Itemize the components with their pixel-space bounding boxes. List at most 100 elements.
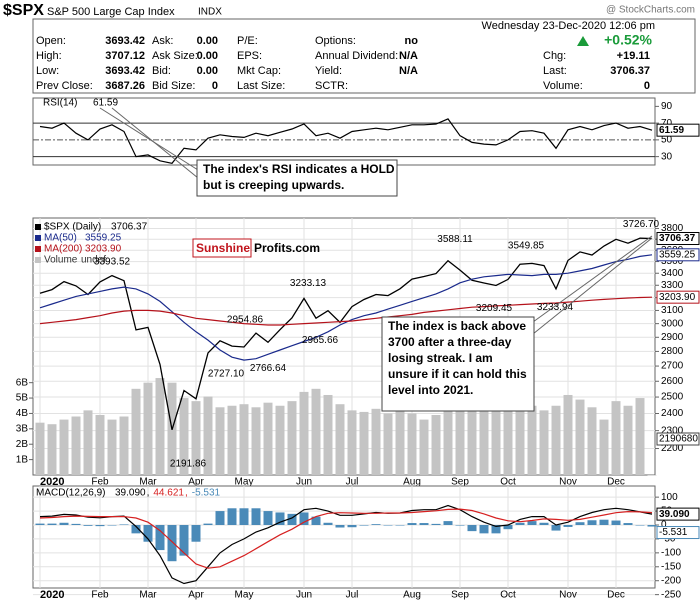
x-tick-label: Oct	[500, 477, 516, 488]
x-tick-label: Aug	[403, 477, 421, 488]
legend-swatch	[35, 224, 41, 230]
quote-value: 3706.37	[610, 65, 650, 77]
volume-bar	[419, 419, 429, 475]
callout-price	[381, 235, 653, 412]
quote-label: Last Size:	[237, 80, 285, 92]
legend-swatch	[35, 257, 41, 263]
histogram-bar	[251, 508, 261, 525]
y2-tick-label: 4B	[16, 408, 29, 419]
y-tick-label: 2900	[661, 332, 684, 343]
x-tick-label: Nov	[559, 590, 577, 601]
histogram-bar	[515, 522, 525, 525]
value-box-label: 3559.25	[659, 249, 696, 260]
volume-bar	[59, 419, 69, 475]
legend-swatch	[35, 246, 41, 252]
y-tick-label: 2600	[661, 376, 684, 387]
histogram-bar	[107, 525, 117, 526]
volume-bar	[431, 414, 441, 475]
volume-bar	[119, 416, 129, 475]
y-tick-label: 2500	[661, 392, 684, 403]
histogram-bar	[239, 508, 249, 525]
callout-pointer	[111, 107, 199, 179]
volume-bar	[479, 401, 489, 475]
volume-bar	[611, 401, 621, 475]
quote-label: Options:	[315, 35, 356, 47]
price-annotation: 2191.86	[170, 459, 207, 470]
value-box-label: -5.531	[659, 527, 688, 538]
volume-bar	[311, 388, 321, 475]
callout-line: The index is back above	[388, 319, 526, 333]
callout-line: but is creeping upwards.	[203, 178, 344, 192]
histogram-bar	[131, 525, 141, 534]
legend-name: MA(200)	[44, 244, 82, 255]
logo-site: Profits.com	[254, 241, 320, 255]
legend-value: -5.531	[192, 488, 221, 499]
price-annotation: 3549.85	[508, 241, 545, 252]
callout-pointer	[532, 235, 653, 323]
quote-label: Mkt Cap:	[237, 65, 281, 77]
callout-line: The index's RSI indicates a HOLD	[203, 162, 395, 176]
volume-bar	[455, 398, 465, 475]
histogram-bar	[167, 525, 177, 562]
legend-name: RSI(14)	[43, 98, 77, 109]
callout-pointer	[532, 237, 653, 335]
quote-value: 3687.26	[105, 80, 145, 92]
y-tick-label: 2800	[661, 346, 684, 357]
volume-bar	[71, 416, 81, 475]
histogram-bar	[647, 525, 657, 527]
x-tick-label: Jun	[296, 477, 312, 488]
volume-bar	[587, 407, 597, 475]
value-box-label: 39.090	[659, 509, 690, 520]
histogram-bar	[155, 525, 165, 551]
legend-value: 3559.25	[85, 233, 122, 244]
legend-value: undef	[81, 255, 106, 266]
volume-bar	[143, 382, 153, 475]
volume-bar	[551, 405, 561, 475]
value-box-label: 2190680	[659, 434, 698, 445]
series-line	[39, 237, 653, 430]
histogram-bar	[263, 511, 273, 525]
series-line	[39, 508, 653, 569]
callout-box	[196, 159, 398, 197]
x-tick-label: May	[235, 590, 254, 601]
quote-label: Chg:	[543, 50, 566, 62]
legend-name: MA(50)	[44, 233, 77, 244]
legend-value: 39.090	[115, 488, 146, 499]
y-tick-label: 0	[661, 520, 667, 531]
volume-bar	[359, 411, 369, 475]
y2-tick-label: 5B	[16, 393, 29, 404]
callout-line: level into 2021.	[388, 383, 473, 397]
volume-bar	[335, 404, 345, 475]
histogram-bar	[599, 519, 609, 525]
quote-label: Low:	[36, 65, 59, 77]
x-tick-label: Apr	[188, 590, 204, 601]
volume-bar	[47, 424, 57, 475]
quote-label: Bid:	[152, 65, 171, 77]
y-tick-label: 90	[661, 101, 673, 112]
volume-bar	[155, 378, 165, 475]
legend-value: 44.621	[153, 488, 184, 499]
histogram-bar	[395, 525, 405, 526]
quote-label: Ask:	[152, 35, 173, 47]
y-tick-label: -150	[661, 561, 681, 572]
volume-bar	[491, 410, 501, 475]
quote-label: Yield:	[315, 65, 342, 77]
legend-swatch	[35, 235, 41, 241]
legend-name: Volume	[44, 255, 78, 266]
price-annotation: 3233.13	[290, 278, 327, 289]
quote-box	[32, 18, 696, 94]
volume-bar	[467, 402, 477, 475]
price-annotation: 3726.70	[623, 219, 660, 230]
value-box	[656, 248, 700, 262]
price-annotation: 3209.45	[476, 303, 513, 314]
x-tick-label: Feb	[91, 477, 109, 488]
histogram-bar	[191, 525, 201, 542]
x-tick-label: Aug	[403, 590, 421, 601]
histogram-bar	[275, 512, 285, 525]
y-tick-label: 3400	[661, 268, 684, 279]
value-box-label: 61.59	[659, 125, 684, 136]
callout-line: losing streak. I am	[388, 351, 493, 365]
histogram-bar	[287, 513, 297, 525]
quote-value: 0.00	[197, 50, 218, 62]
histogram-bar	[563, 525, 573, 527]
